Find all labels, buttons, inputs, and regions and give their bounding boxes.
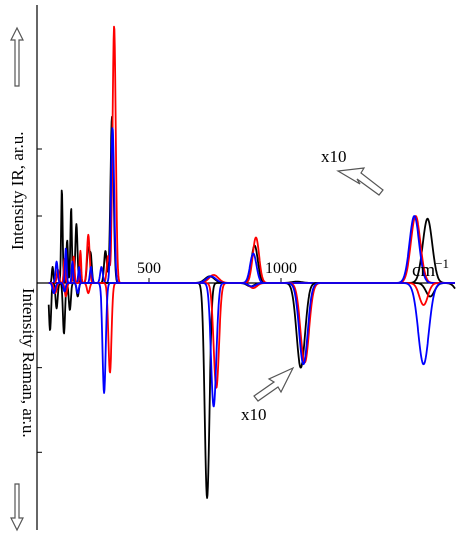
raman-series-2 bbox=[48, 282, 456, 408]
x-tick-label-500: 500 bbox=[137, 260, 161, 277]
ir-axis-title: Intensity IR, ar.u. bbox=[8, 131, 27, 250]
raman-axis-title: Intensity Raman, ar.u. bbox=[19, 288, 38, 438]
down-hollow-arrow-icon bbox=[10, 483, 24, 532]
raman-scale-annotation: x10 bbox=[241, 405, 267, 424]
raman-series-0 bbox=[47, 282, 456, 499]
raman-series-1 bbox=[48, 282, 456, 389]
x-tick-label-1000: 1000 bbox=[265, 260, 297, 277]
raman-axis-title-group: Intensity Raman, ar.u. bbox=[10, 288, 38, 532]
x-unit-label: cm−1 bbox=[412, 256, 449, 281]
ir-scale-annotation: x10 bbox=[321, 147, 347, 166]
ir-axis-title-group: Intensity IR, ar.u. bbox=[8, 26, 27, 250]
raman-scale-arrow-icon bbox=[253, 366, 295, 402]
ir-scale-arrow-icon bbox=[336, 167, 384, 196]
x-unit-text: cm bbox=[412, 260, 435, 281]
up-hollow-arrow-icon bbox=[10, 26, 24, 87]
x-unit-exponent: −1 bbox=[435, 256, 449, 271]
